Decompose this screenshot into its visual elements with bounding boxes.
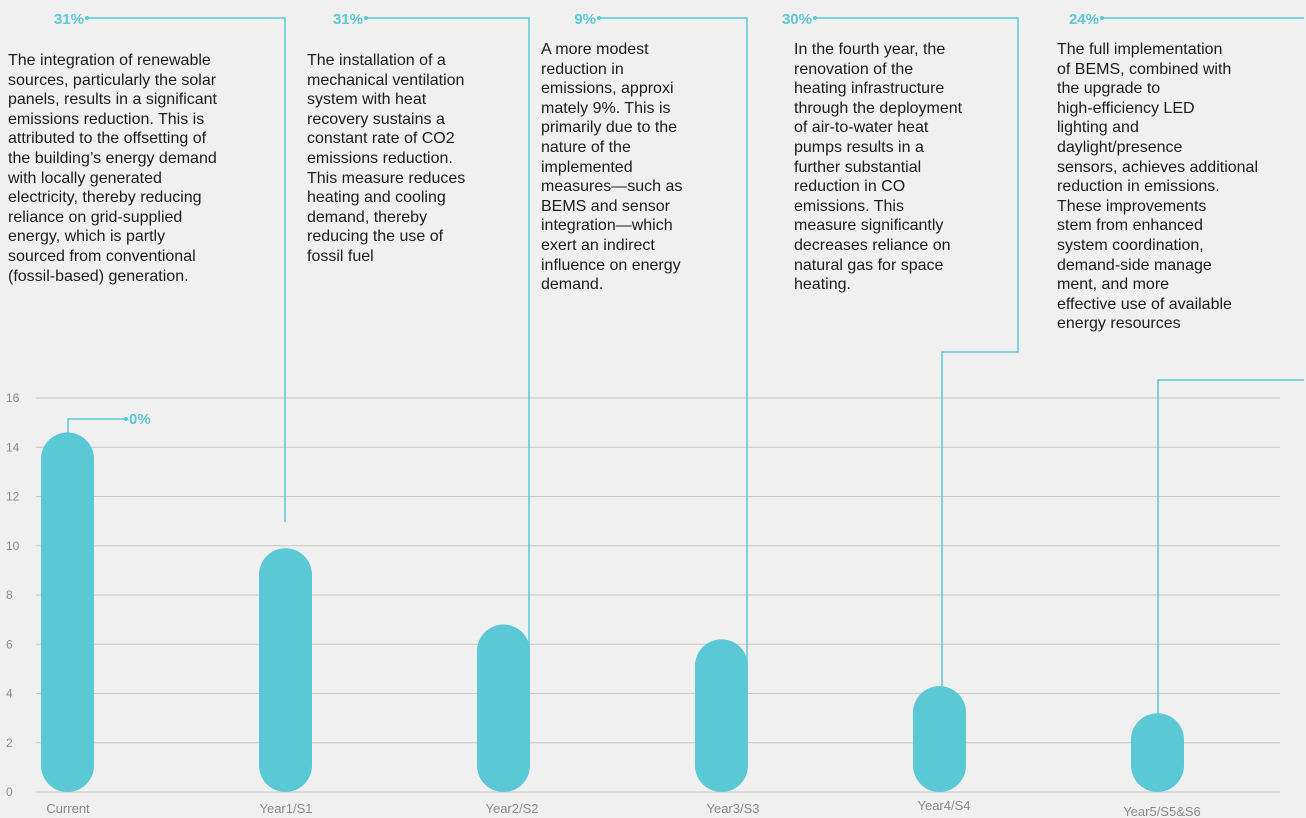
y-tick-label: 4 <box>6 687 13 701</box>
leader-dot <box>1100 16 1104 20</box>
y-tick-label: 2 <box>6 736 13 750</box>
reduction-percent-label: 24% <box>1069 11 1099 28</box>
x-category-label: Year3/S3 <box>706 801 759 816</box>
reduction-percent-label: 31% <box>333 11 363 28</box>
x-category-label: Year1/S1 <box>259 801 312 816</box>
leader-dot <box>124 417 128 421</box>
reduction-percent-label: 9% <box>574 11 596 28</box>
y-tick-label: 14 <box>6 440 20 454</box>
reduction-percent-label: 30% <box>782 11 812 28</box>
y-tick-label: 0 <box>6 785 13 799</box>
x-category-label: Year4/S4 <box>917 798 970 813</box>
leader-dot <box>813 16 817 20</box>
y-tick-label: 8 <box>6 588 13 602</box>
annotation-year2: The installation of a mechanical ventila… <box>307 52 466 265</box>
leader-dot <box>364 16 368 20</box>
y-tick-label: 10 <box>6 539 20 553</box>
reduction-percent-label: 0% <box>129 411 151 428</box>
leader-line <box>599 17 748 672</box>
x-category-label: Current <box>46 801 90 816</box>
y-tick-label: 6 <box>6 637 13 651</box>
bar <box>695 639 748 792</box>
y-tick-label: 12 <box>6 490 20 504</box>
bar <box>913 686 966 792</box>
annotation-year5: The full implementation of BEMS, combine… <box>1057 41 1259 333</box>
y-tick-label: 16 <box>6 391 20 405</box>
leader-line <box>1102 17 1304 760</box>
leader-dot <box>85 16 89 20</box>
reduction-percent-label: 31% <box>54 11 84 28</box>
leader-dot <box>597 16 601 20</box>
annotation-year4: In the fourth year, the renovation of th… <box>794 41 963 294</box>
bar <box>41 432 94 792</box>
annotation-year3: A more modest reduction in emissions, ap… <box>541 41 683 294</box>
x-category-label: Year2/S2 <box>485 801 538 816</box>
leader-line <box>67 418 126 433</box>
bar <box>259 548 312 792</box>
bar <box>477 624 530 792</box>
leader-line <box>815 17 1019 760</box>
leader-line <box>87 17 286 522</box>
leader-line <box>366 17 530 672</box>
annotation-year1: The integration of renewable sources, pa… <box>8 52 217 285</box>
x-category-label: Year5/S5&S6 <box>1123 804 1201 818</box>
